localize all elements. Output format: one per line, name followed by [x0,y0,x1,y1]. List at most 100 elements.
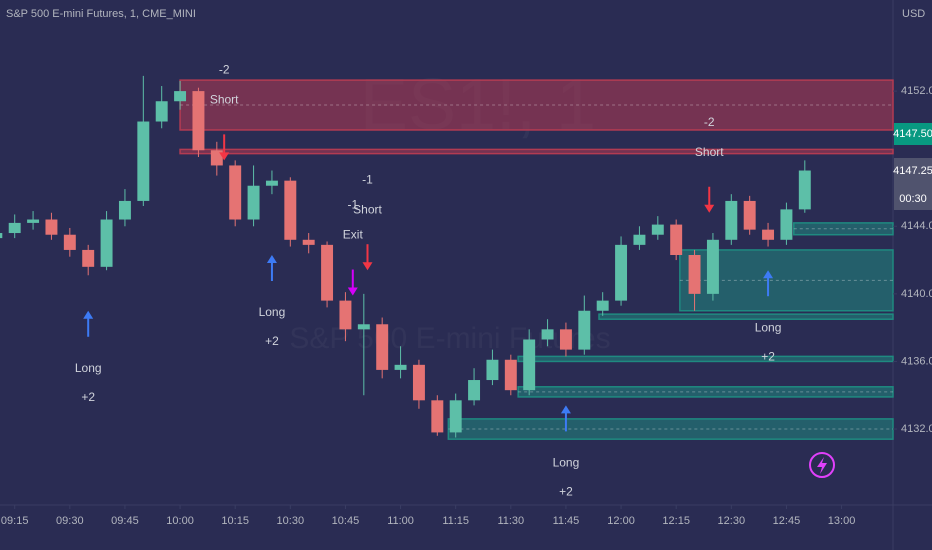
signal-qty: +2 [761,349,775,363]
signal-arrow-head [763,270,774,279]
candle-body [762,229,775,240]
candle-body [27,219,40,223]
candle-body [302,239,315,245]
signal-label: Short [695,145,724,159]
candle-body [376,324,389,370]
y-tick-label: 4136.00 [901,355,932,367]
x-tick-label: 10:00 [166,515,194,527]
x-tick-label: 12:00 [607,515,635,527]
candle-body [541,329,554,340]
signal-qty: -2 [704,115,715,129]
signal-label: Exit [343,228,364,242]
zone [179,79,894,131]
candle-body [284,180,297,240]
candle-body [578,310,591,350]
candle-body [63,234,76,250]
candle-body [210,150,223,166]
candle-body [743,200,756,230]
y-tick-label: 4152.00 [901,85,932,97]
x-tick-label: 09:15 [1,515,29,527]
last-price: 4147.50 [893,128,932,140]
candle-body [780,209,793,240]
signal-arrow-head [83,310,94,319]
signal-qty: +2 [265,334,279,348]
candle-body [45,219,58,235]
candle-body [633,234,646,245]
candle-body [706,239,719,294]
candle-body [192,91,205,151]
candle-body [431,400,444,433]
signal-qty: +2 [559,485,573,499]
zone [517,355,894,363]
candle-body [688,255,701,294]
candle-body [155,101,168,122]
x-tick-label: 09:30 [56,515,84,527]
candle-body [670,224,683,255]
x-tick-label: 12:45 [773,515,801,527]
signal-arrow-head [362,262,373,271]
candle-body [118,200,131,220]
x-tick-label: 13:00 [828,515,856,527]
signal-label: Short [210,93,239,107]
candle-body [651,224,664,235]
candle-body [559,329,572,350]
candle-body [523,339,536,391]
candle-body [725,200,738,240]
signal-label: Short [353,202,382,216]
y-tick-label: 4144.00 [901,220,932,232]
candle-body [615,244,628,301]
candle-body [174,91,187,102]
signal-qty: -1 [362,172,373,186]
candle-body [247,185,260,220]
last-price-badge [894,123,932,145]
candle-body [229,165,242,220]
signal-qty: -1 [347,198,358,212]
zone [598,313,894,320]
countdown: 00:30 [899,193,927,205]
candle-body [449,400,462,433]
candle-body [82,249,95,267]
candle-body [0,233,3,239]
signal-qty: -2 [219,63,230,77]
candle-body [265,180,278,186]
signal-label: Long [75,361,102,375]
x-tick-label: 10:15 [221,515,249,527]
current-price: 4147.25 [893,165,932,177]
x-tick-label: 09:45 [111,515,139,527]
candle-body [339,300,352,330]
current-price-badge [894,158,932,210]
x-tick-label: 12:30 [718,515,746,527]
x-tick-label: 10:45 [332,515,360,527]
signal-arrow-head [704,204,715,213]
candle-body [468,380,481,401]
candle-body [798,170,811,210]
candle-body [8,222,21,234]
candle-body [321,244,334,301]
candle-body [137,121,150,201]
signal-arrow-head [266,255,277,263]
candle-body [504,359,517,391]
zone [793,222,894,236]
signal-label: Long [755,320,782,334]
x-tick-label: 11:45 [553,515,580,527]
signal-arrow-head [347,287,358,296]
alert-bolt[interactable] [817,457,827,474]
signal-arrow-head [219,152,230,161]
candle-body [486,359,499,381]
signal-arrow-head [560,405,571,414]
x-tick-label: 11:15 [442,515,469,527]
chart-title: S&P 500 E-mini Futures, 1, CME_MINI [6,8,196,20]
candle-body [357,324,370,330]
x-tick-label: 12:15 [662,515,690,527]
x-tick-label: 11:00 [387,515,414,527]
signal-label: Long [553,456,580,470]
y-tick-label: 4140.00 [901,288,932,300]
alert-icon[interactable] [809,452,835,478]
candle-body [596,300,609,311]
candle-body [100,219,113,267]
x-tick-label: 10:30 [277,515,305,527]
currency-label: USD [902,8,925,20]
x-tick-label: 11:30 [497,515,524,527]
signal-label: Long [259,305,286,319]
zone [179,148,894,155]
